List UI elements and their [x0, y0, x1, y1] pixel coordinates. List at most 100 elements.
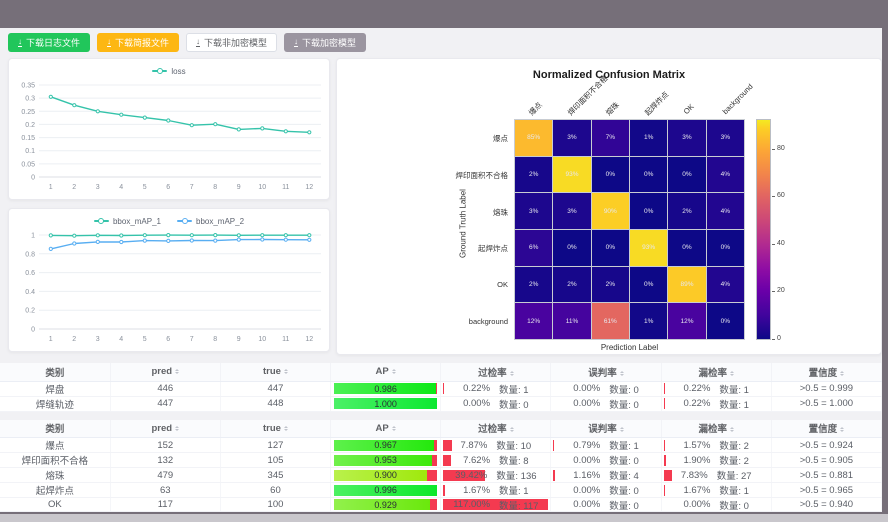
- sort-icon[interactable]: [175, 369, 180, 375]
- rate-value: 0.00%: [573, 398, 601, 409]
- column-header-漏检率[interactable]: 漏检率: [661, 419, 772, 438]
- rate-cell: 7.87% 数量: 10: [443, 439, 548, 452]
- confidence-value: >0.5 = 1.000: [771, 396, 883, 412]
- download-encrypted-model-button[interactable]: ↓ 下载加密模型: [284, 33, 367, 52]
- legend-item-bbox_mAP_2[interactable]: bbox_mAP_2: [177, 215, 244, 227]
- download-log-button[interactable]: ↓ 下载日志文件: [8, 33, 91, 52]
- cm-cell-3-0: 6%: [515, 230, 553, 266]
- rate-value: 1.90%: [683, 454, 711, 466]
- ap-value: 0.929: [374, 499, 397, 510]
- column-header-label: 置信度: [808, 424, 838, 436]
- column-header-label: AP: [375, 422, 389, 434]
- sort-icon[interactable]: [840, 427, 845, 433]
- class-name: 焊盘: [0, 381, 111, 397]
- column-header-过检率[interactable]: 过检率: [440, 419, 552, 438]
- column-header-置信度[interactable]: 置信度: [771, 363, 883, 382]
- column-header-label: true: [262, 422, 281, 434]
- svg-text:0.15: 0.15: [21, 135, 35, 142]
- rate-cell: 0.00% 数量: 0: [553, 498, 658, 512]
- svg-text:0.25: 0.25: [21, 109, 35, 116]
- rate-value: 0.00%: [683, 499, 711, 510]
- cm-col-label: 爆点: [527, 100, 545, 118]
- svg-text:5: 5: [143, 336, 147, 343]
- sort-icon[interactable]: [619, 427, 624, 433]
- column-header-true[interactable]: true: [220, 419, 332, 438]
- rate-value: 7.87%: [460, 439, 488, 451]
- legend-item-loss[interactable]: loss: [152, 65, 186, 77]
- column-header-true[interactable]: true: [220, 363, 332, 382]
- download-report-button[interactable]: ↓ 下载简报文件: [97, 33, 180, 52]
- column-header-AP[interactable]: AP: [330, 363, 442, 382]
- cm-cell-3-1: 0%: [553, 230, 591, 266]
- download-encrypted-model-label: 下载加密模型: [302, 38, 357, 48]
- true-count: 345: [220, 467, 332, 483]
- colorbar-tick: 80: [772, 144, 785, 152]
- class-name: 焊缝轨迹: [0, 396, 111, 412]
- sort-icon[interactable]: [729, 427, 734, 433]
- rate-count: 数量: 1: [719, 384, 749, 396]
- cm-row-label: 熔珠: [493, 207, 508, 217]
- column-header-置信度[interactable]: 置信度: [771, 419, 883, 438]
- sort-icon[interactable]: [283, 369, 288, 375]
- table-row: 焊印面积不合格 132 105 0.953 7.62% 数量: 8 0.00% 数量:…: [0, 452, 883, 468]
- column-header-误判率[interactable]: 误判率: [550, 363, 662, 382]
- rate-value: 7.62%: [463, 454, 491, 466]
- confidence-value: >0.5 = 0.924: [771, 437, 883, 453]
- metrics-table-2: 类别 pred true AP 过检率 误判率 漏检率 置信度 爆点 152 127 0.967 7.…: [0, 419, 883, 512]
- rate-count: 数量: 1: [719, 486, 749, 497]
- true-count: 105: [220, 452, 332, 468]
- ap-bar: 0.996: [334, 484, 438, 496]
- rate-value: 0.00%: [573, 454, 601, 466]
- column-header-pred[interactable]: pred: [110, 363, 221, 382]
- sort-icon[interactable]: [509, 427, 514, 433]
- svg-text:0.1: 0.1: [25, 148, 35, 155]
- confusion-matrix-ylabel: Ground Truth Label: [458, 189, 468, 258]
- cm-cell-1-4: 0%: [668, 156, 706, 193]
- sort-icon[interactable]: [729, 370, 734, 376]
- column-header-pred[interactable]: pred: [110, 419, 221, 438]
- rate-value: 0.22%: [463, 383, 491, 394]
- loss-chart-legend: loss: [9, 59, 329, 77]
- confidence-value: >0.5 = 0.940: [771, 497, 883, 512]
- svg-text:2: 2: [72, 336, 76, 343]
- column-header-漏检率[interactable]: 漏检率: [661, 363, 772, 382]
- rate-count: 数量: 0: [719, 500, 749, 512]
- column-header-过检率[interactable]: 过检率: [440, 363, 552, 382]
- sort-icon[interactable]: [391, 369, 396, 375]
- svg-text:3: 3: [96, 184, 100, 191]
- rate-cell: 1.90% 数量: 2: [663, 454, 769, 467]
- svg-text:1: 1: [49, 184, 53, 191]
- pred-count: 132: [110, 452, 221, 468]
- colorbar-tick: 60: [772, 192, 785, 200]
- loss-line-chart: 00.050.10.150.20.250.30.351 2 3 4 5 6 7 8 9 10 11 1…: [21, 83, 321, 191]
- bottom-strip: [0, 514, 888, 522]
- svg-text:12: 12: [305, 336, 313, 343]
- sort-icon[interactable]: [391, 425, 396, 431]
- sort-icon[interactable]: [840, 370, 845, 376]
- svg-text:12: 12: [305, 184, 313, 191]
- toolbar: ↓ 下载日志文件 ↓ 下载简报文件 ↓ 下载非加密模型 ↓ 下载加密模型: [8, 33, 367, 52]
- column-header-label: AP: [375, 366, 389, 378]
- cm-cell-2-3: 0%: [629, 193, 668, 229]
- sort-icon[interactable]: [283, 425, 288, 431]
- cm-cell-4-5: 4%: [706, 266, 744, 303]
- svg-text:0.8: 0.8: [25, 251, 35, 258]
- download-report-label: 下载简报文件: [115, 38, 170, 48]
- sort-icon[interactable]: [509, 370, 514, 376]
- table-row: 熔珠 479 345 0.900 39.42% 数量: 136 1.16% 数量: 4…: [0, 467, 883, 483]
- svg-text:1: 1: [49, 336, 53, 343]
- column-header-误判率[interactable]: 误判率: [550, 419, 662, 438]
- download-unencrypted-model-button[interactable]: ↓ 下载非加密模型: [186, 33, 278, 52]
- rate-value: 0.00%: [463, 398, 491, 409]
- sort-icon[interactable]: [619, 370, 624, 376]
- cm-cell-5-1: 11%: [553, 303, 591, 339]
- rate-value: 0.00%: [573, 499, 601, 510]
- svg-text:11: 11: [282, 184, 289, 191]
- legend-item-bbox_mAP_1[interactable]: bbox_mAP_1: [93, 215, 161, 227]
- column-header-AP[interactable]: AP: [330, 419, 442, 438]
- rate-count: 数量: 10: [496, 441, 532, 452]
- class-name: 熔珠: [0, 467, 111, 483]
- column-header-label: 过检率: [478, 424, 507, 436]
- rate-cell: 0.22% 数量: 1: [443, 382, 548, 396]
- sort-icon[interactable]: [175, 425, 180, 431]
